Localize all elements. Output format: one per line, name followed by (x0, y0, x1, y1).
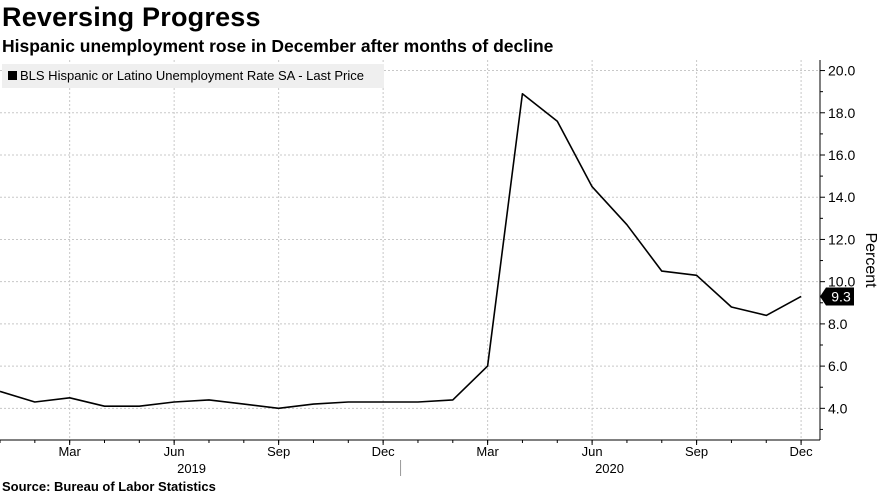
last-value-badge (820, 287, 854, 306)
y-tick-label: 6.0 (828, 358, 848, 374)
y-axis-label: Percent (862, 232, 879, 288)
y-tick-label: 20.0 (828, 63, 855, 79)
x-tick-label: Mar (476, 444, 499, 459)
last-value-label: 9.3 (831, 288, 851, 304)
axes (0, 60, 825, 476)
x-tick-label: Mar (58, 444, 81, 459)
chart-title: Reversing Progress (2, 2, 261, 32)
series-line (0, 93, 802, 410)
legend: BLS Hispanic or Latino Unemployment Rate… (2, 64, 384, 88)
x-tick-label: Jun (582, 444, 603, 459)
legend-label: BLS Hispanic or Latino Unemployment Rate… (20, 68, 364, 83)
x-tick-label: Sep (267, 444, 290, 459)
source-note: Source: Bureau of Labor Statistics (2, 479, 216, 494)
y-tick-label: 16.0 (828, 147, 855, 163)
y-tick-label: 12.0 (828, 231, 855, 247)
y-tick-label: 18.0 (828, 105, 855, 121)
year-label-2019: 2019 (177, 461, 206, 476)
grid-lines (0, 60, 820, 440)
series-group (0, 93, 802, 410)
y-tick-label: 4.0 (828, 400, 848, 416)
legend-background (2, 64, 384, 88)
year-label-2020: 2020 (595, 461, 624, 476)
x-tick-label: Dec (790, 444, 814, 459)
legend-swatch (8, 71, 17, 80)
y-tick-label: 8.0 (828, 316, 848, 332)
x-tick-label: Sep (685, 444, 708, 459)
last-value-callout: 9.3 (820, 287, 854, 306)
y-tick-label: 10.0 (828, 274, 855, 290)
axis-labels: 4.0 6.0 8.0 10.0 12.0 14.0 16.0 18.0 20.0 Mar Jun S… (58, 63, 879, 476)
y-tick-label: 14.0 (828, 189, 855, 205)
x-tick-label: Dec (372, 444, 396, 459)
chart-subtitle: Hispanic unemployment rose in December a… (2, 36, 554, 56)
x-tick-label: Jun (164, 444, 185, 459)
